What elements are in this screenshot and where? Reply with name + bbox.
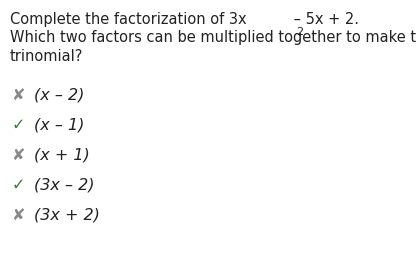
Text: (3x + 2): (3x + 2) [34,208,100,223]
Text: Which two factors can be multiplied together to make this: Which two factors can be multiplied toge… [10,30,417,45]
Text: (x – 1): (x – 1) [34,117,84,133]
Text: – 5x + 2.: – 5x + 2. [289,12,359,27]
Text: Complete the factorization of 3x: Complete the factorization of 3x [10,12,246,27]
Text: ✘: ✘ [12,87,25,102]
Text: ✓: ✓ [12,177,25,192]
Text: 2: 2 [296,27,304,37]
Text: (3x – 2): (3x – 2) [34,177,95,192]
Text: (x – 2): (x – 2) [34,87,84,102]
Text: trinomial?: trinomial? [10,49,83,64]
Text: ✘: ✘ [12,208,25,223]
Text: ✘: ✘ [12,148,25,163]
Text: (x + 1): (x + 1) [34,148,90,163]
Text: ✓: ✓ [12,117,25,133]
